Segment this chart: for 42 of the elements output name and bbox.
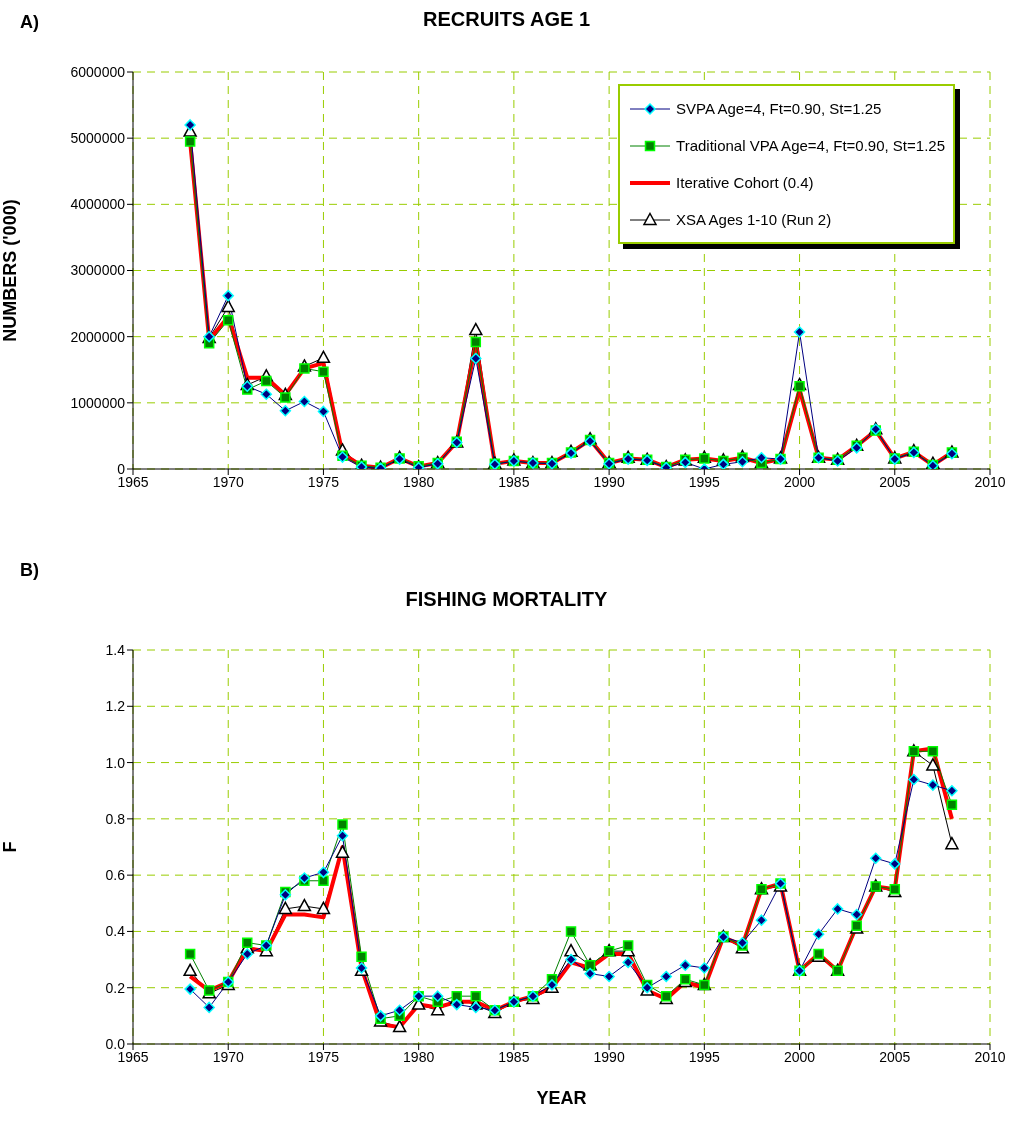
y-tick-label: 6000000	[70, 63, 126, 80]
text: B)	[20, 560, 39, 581]
legend-label: SVPA Age=4, Ft=0.90, St=1.25	[676, 100, 882, 117]
y-axis-title: F	[0, 841, 21, 853]
y-axis-title: NUMBERS ('000)	[0, 199, 21, 342]
y-tick-label: 1.0	[105, 754, 126, 771]
y-tick-label: 1.4	[105, 641, 126, 658]
x-tick-label: 1985	[498, 1048, 530, 1065]
x-tick-label: 2000	[783, 1048, 816, 1065]
x-tick-label: 1990	[593, 473, 625, 490]
legend-label: XSA Ages 1-10 (Run 2)	[676, 211, 832, 228]
y-tick-label: 0.2	[105, 979, 126, 996]
y-tick-label: 0.6	[105, 867, 126, 884]
chart-title: FISHING MORTALITY	[404, 588, 609, 611]
x-tick-label: 2010	[974, 473, 1006, 490]
y-tick-label: 1.2	[105, 698, 126, 715]
x-tick-label: 1970	[212, 473, 244, 490]
legend-label: Traditional VPA Age=4, Ft=0.90, St=1.25	[676, 137, 945, 154]
y-tick-label: 2000000	[70, 328, 126, 345]
x-axis-title: YEAR	[536, 1088, 587, 1108]
x-tick-label: 1990	[593, 1048, 625, 1065]
y-tick-label: 0.4	[105, 923, 126, 940]
y-tick-label: 3000000	[70, 262, 126, 279]
y-tick-label: 1000000	[70, 394, 126, 411]
x-tick-label: 2005	[879, 473, 911, 490]
x-tick-label: 1975	[307, 473, 340, 490]
x-tick-label: 1975	[307, 1048, 340, 1065]
legend-label: Iterative Cohort (0.4)	[676, 174, 814, 191]
x-tick-label: 1970	[212, 1048, 244, 1065]
y-tick-label: 0.8	[105, 810, 126, 827]
x-tick-label: 1980	[403, 473, 435, 490]
x-tick-label: 1980	[403, 1048, 435, 1065]
y-tick-label: 5000000	[70, 130, 126, 147]
x-tick-label: 1995	[688, 473, 721, 490]
x-tick-label: 2000	[783, 473, 816, 490]
x-tick-label: 2010	[974, 1048, 1006, 1065]
y-tick-label: 4000000	[70, 196, 126, 213]
chart-title: RECRUITS AGE 1	[422, 8, 591, 30]
text: A)	[20, 12, 39, 33]
x-tick-label: 1995	[688, 1048, 721, 1065]
x-tick-label: 2005	[879, 1048, 911, 1065]
x-tick-label: 1985	[498, 473, 530, 490]
